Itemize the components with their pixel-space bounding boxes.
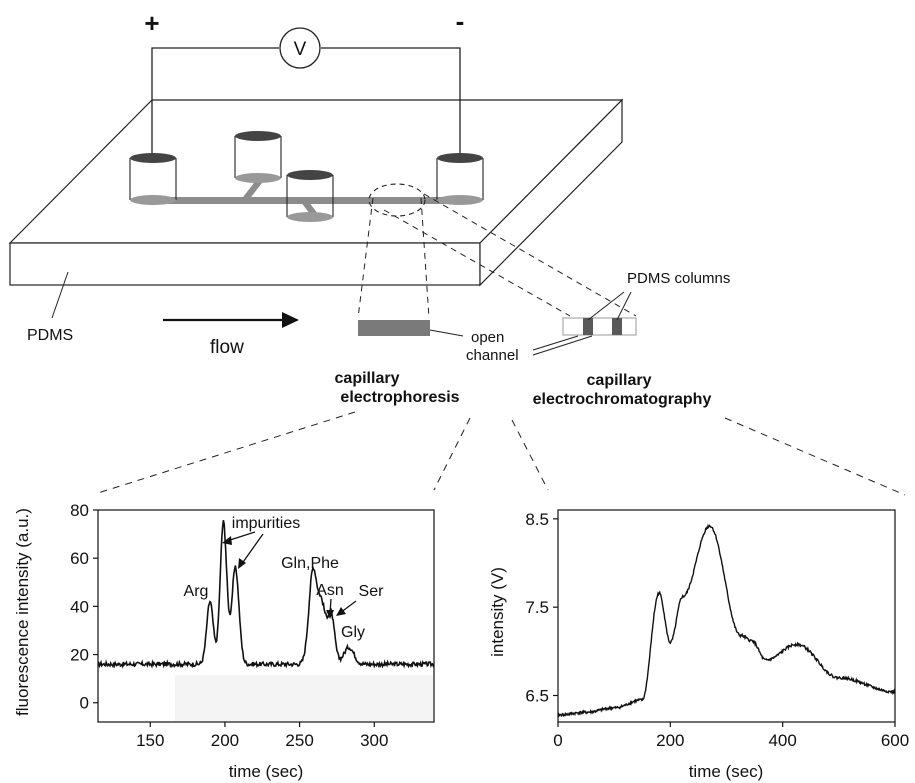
- open-channel-leader: [532, 335, 579, 351]
- reservoir: [129, 153, 177, 205]
- peak-label-gln-phe: Gln,Phe: [281, 555, 339, 572]
- circuit-wire: [151, 47, 279, 158]
- pdms-columns-leader: [616, 291, 632, 321]
- voltmeter-label: V: [294, 39, 307, 60]
- pdms-leader-line: [51, 271, 69, 319]
- voltmeter-icon: [279, 27, 321, 69]
- axis-ticks: 150 200 250 300 0 20 40 60 80: [70, 501, 388, 750]
- open-channel-label-line1: open: [471, 329, 504, 346]
- asn-arrow-icon: [326, 598, 334, 619]
- y-tick-label: 8.5: [525, 510, 549, 529]
- y-tick-label: 6.5: [525, 687, 549, 706]
- peak-label-gly: Gly: [341, 624, 365, 641]
- circuit-wire: [321, 47, 461, 158]
- zoom-region-marker: [368, 183, 426, 217]
- x-axis-label: time (sec): [689, 762, 764, 781]
- peak-label-asn: Asn: [316, 582, 344, 599]
- y-tick-label: 20: [70, 646, 89, 665]
- zoom-projection-lines: [357, 193, 637, 319]
- y-axis-label: fluorescence intensity (a.u.): [13, 508, 32, 716]
- open-channel-inset: [358, 320, 430, 336]
- pdms-columns-leader: [587, 291, 625, 321]
- cec-trace: [557, 523, 896, 718]
- x-tick-label: 600: [881, 731, 909, 750]
- pdms-slab-side: [479, 98, 623, 287]
- x-tick-label: 200: [211, 731, 239, 750]
- peak-label-arg: Arg: [184, 583, 209, 600]
- cec-label-line1: capillary: [587, 372, 652, 389]
- pdms-chip-schematic: V + -: [8, 6, 624, 358]
- y-tick-label: 60: [70, 549, 89, 568]
- plus-terminal-label: +: [144, 8, 159, 38]
- ce-label-line1: capillary: [335, 370, 400, 387]
- reservoir: [234, 131, 282, 183]
- x-axis-label: time (sec): [229, 762, 304, 781]
- peak-label-ser: Ser: [359, 583, 385, 600]
- flow-label: flow: [210, 337, 244, 358]
- ce-electropherogram: 150 200 250 300 0 20 40 60 80 time (sec) fluores…: [13, 501, 435, 781]
- minus-terminal-label: -: [456, 6, 465, 36]
- plot-frame: [97, 509, 435, 723]
- open-channel-label-line2: channel: [466, 347, 519, 364]
- x-tick-label: 400: [768, 731, 796, 750]
- plot-projection-lines: [97, 411, 906, 496]
- cec-label-line2: electrochromatography: [533, 391, 712, 408]
- x-tick-label: 300: [360, 731, 388, 750]
- x-tick-label: 250: [285, 731, 313, 750]
- pdms-columns-label: PDMS columns: [627, 270, 730, 287]
- peak-label-impurities: impurities: [232, 515, 300, 532]
- plot-shaded-region: [175, 675, 433, 721]
- ce-label-line2: electrophoresis: [340, 389, 459, 406]
- pdms-columns-inset: [562, 317, 637, 336]
- reservoir: [436, 153, 484, 205]
- y-tick-label: 40: [70, 597, 89, 616]
- reservoir: [286, 170, 334, 222]
- cec-chromatogram: 0 200 400 600 6.5 7.5 8.5 time (sec) intensity…: [488, 509, 909, 781]
- open-channel-leader: [429, 329, 464, 337]
- pdms-label: PDMS: [27, 327, 73, 344]
- y-tick-label: 7.5: [525, 598, 549, 617]
- impurities-arrow-icon: [222, 531, 264, 569]
- plot-frame: [557, 509, 896, 723]
- y-tick-label: 80: [70, 501, 89, 520]
- open-channel-leader: [532, 335, 593, 356]
- y-tick-label: 0: [80, 694, 89, 713]
- flow-arrow-icon: [163, 312, 299, 328]
- y-axis-label: intensity (V): [488, 567, 507, 657]
- x-tick-label: 0: [553, 731, 562, 750]
- pdms-slab-front: [9, 242, 481, 286]
- x-tick-label: 150: [136, 731, 164, 750]
- ce-trace: [97, 520, 435, 669]
- x-tick-label: 200: [656, 731, 684, 750]
- ser-arrow-icon: [336, 600, 357, 616]
- axis-ticks: 0 200 400 600 6.5 7.5 8.5: [525, 510, 909, 750]
